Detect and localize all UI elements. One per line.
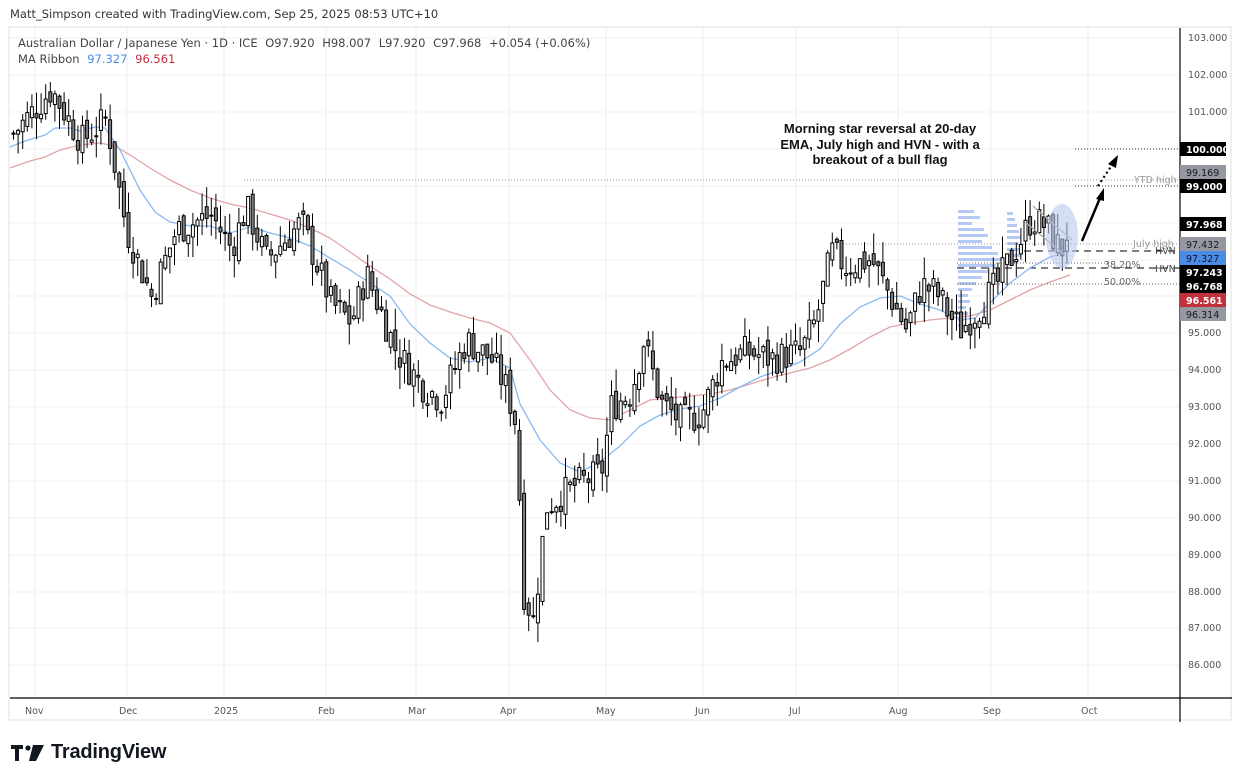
svg-text:96.768: 96.768 xyxy=(1186,282,1223,293)
ohlc-low: L97.920 xyxy=(378,36,426,50)
price-tag-fib-50: 96.314 xyxy=(1180,307,1226,321)
price-tag-ma-slow: 96.561 xyxy=(1180,293,1226,307)
svg-text:Aug: Aug xyxy=(889,706,908,717)
july-high-label: July high xyxy=(1132,239,1174,250)
svg-text:May: May xyxy=(596,706,616,717)
svg-text:Apr: Apr xyxy=(500,706,517,717)
tradingview-logo-icon xyxy=(11,744,44,761)
indicator-name[interactable]: MA Ribbon xyxy=(18,52,80,66)
ytd-high-label: YTD high xyxy=(1133,175,1177,186)
svg-text:99.169: 99.169 xyxy=(1186,168,1219,179)
ma-slow-value: 96.561 xyxy=(135,52,176,66)
svg-text:Dec: Dec xyxy=(119,706,137,717)
svg-text:101.000: 101.000 xyxy=(1188,107,1227,118)
fib-382-label: 38.20% xyxy=(1104,260,1140,271)
svg-text:Mar: Mar xyxy=(408,706,426,717)
volume-profile xyxy=(958,210,1023,327)
svg-text:89.000: 89.000 xyxy=(1188,550,1221,561)
ohlc-close: C97.968 xyxy=(433,36,482,50)
svg-text:Feb: Feb xyxy=(318,706,335,717)
svg-text:99.000: 99.000 xyxy=(1186,182,1223,193)
price-tag-ma-fast: 97.327 xyxy=(1180,251,1226,265)
svg-text:100.000: 100.000 xyxy=(1186,145,1230,156)
morning-star-highlight xyxy=(1046,204,1078,268)
svg-text:Sep: Sep xyxy=(983,706,1001,717)
svg-text:96.561: 96.561 xyxy=(1186,296,1223,307)
hvn-label-2: HVN xyxy=(1155,264,1176,275)
vertical-grid xyxy=(34,28,1089,698)
svg-text:Jun: Jun xyxy=(694,706,710,717)
price-tag-hvn: 97.243 xyxy=(1180,265,1226,279)
price-tag-ytd-high: 99.169 xyxy=(1180,165,1226,179)
chart-frame[interactable] xyxy=(8,26,1232,721)
chart-legend: Australian Dollar / Japanese Yen · 1D · … xyxy=(18,35,594,67)
ohlc-open: O97.920 xyxy=(265,36,315,50)
svg-text:93.000: 93.000 xyxy=(1188,402,1221,413)
dotted-arrow-head xyxy=(1108,155,1118,168)
svg-text:102.000: 102.000 xyxy=(1188,70,1227,81)
svg-text:96.314: 96.314 xyxy=(1186,310,1219,321)
price-tag-100: 100.000 xyxy=(1180,142,1230,156)
bull-flag-pattern xyxy=(1024,204,1078,268)
svg-text:103.000: 103.000 xyxy=(1188,33,1227,44)
symbol-title[interactable]: Australian Dollar / Japanese Yen · 1D · … xyxy=(18,36,258,50)
svg-text:Oct: Oct xyxy=(1081,706,1098,717)
svg-text:97.243: 97.243 xyxy=(1186,268,1223,279)
level-labels: YTD high July high HVN 38.20% HVN 50.00% xyxy=(1104,175,1177,288)
svg-text:Nov: Nov xyxy=(25,706,44,717)
indicator-line: MA Ribbon 97.327 96.561 xyxy=(18,51,594,67)
ma-fast-line xyxy=(9,126,1066,473)
svg-text:Jul: Jul xyxy=(788,706,800,717)
svg-text:92.000: 92.000 xyxy=(1188,439,1221,450)
horizontal-grid xyxy=(10,37,1180,666)
breakout-arrows xyxy=(1080,155,1118,242)
price-tag-hvn-2: 96.768 xyxy=(1180,279,1226,293)
svg-text:87.000: 87.000 xyxy=(1188,623,1221,634)
chart-credit: Matt_Simpson created with TradingView.co… xyxy=(10,7,439,21)
solid-arrow-shaft xyxy=(1080,197,1102,242)
svg-text:88.000: 88.000 xyxy=(1188,587,1221,598)
svg-text:95.000: 95.000 xyxy=(1188,328,1221,339)
svg-text:94.000: 94.000 xyxy=(1188,365,1221,376)
tradingview-logo: TradingView xyxy=(11,741,166,764)
ohlc-change: +0.054 (+0.06%) xyxy=(489,36,591,50)
svg-text:97.432: 97.432 xyxy=(1186,240,1219,251)
ma-slow-line xyxy=(9,142,1071,421)
svg-text:90.000: 90.000 xyxy=(1188,513,1221,524)
svg-text:2025: 2025 xyxy=(214,706,238,717)
symbol-line: Australian Dollar / Japanese Yen · 1D · … xyxy=(18,35,594,51)
price-tag-99: 99.000 xyxy=(1180,179,1226,193)
svg-text:86.000: 86.000 xyxy=(1188,660,1221,671)
dotted-arrow-shaft xyxy=(1097,164,1113,187)
price-tag-last: 97.968 xyxy=(1180,217,1226,231)
price-tag-july-high: 97.432 xyxy=(1180,237,1226,251)
svg-text:91.000: 91.000 xyxy=(1188,476,1221,487)
price-tags: 100.000 99.169 99.000 97.968 97.432 97.3… xyxy=(1180,142,1230,321)
svg-text:97.327: 97.327 xyxy=(1186,254,1219,265)
ma-fast-value: 97.327 xyxy=(87,52,128,66)
svg-text:97.968: 97.968 xyxy=(1186,220,1223,231)
fib-50-label: 50.00% xyxy=(1104,277,1140,288)
price-axis[interactable]: 103.000 102.000 101.000 95.000 94.000 93… xyxy=(1188,33,1227,671)
solid-arrow-head xyxy=(1096,188,1104,201)
hvn-label-1: HVN xyxy=(1155,246,1176,257)
time-axis[interactable]: Nov Dec 2025 Feb Mar Apr May Jun Jul Aug… xyxy=(25,706,1098,717)
chart-annotation[interactable]: Morning star reversal at 20-day EMA, Jul… xyxy=(780,121,980,167)
ohlc-high: H98.007 xyxy=(322,36,372,50)
tradingview-logo-text: TradingView xyxy=(51,741,167,763)
